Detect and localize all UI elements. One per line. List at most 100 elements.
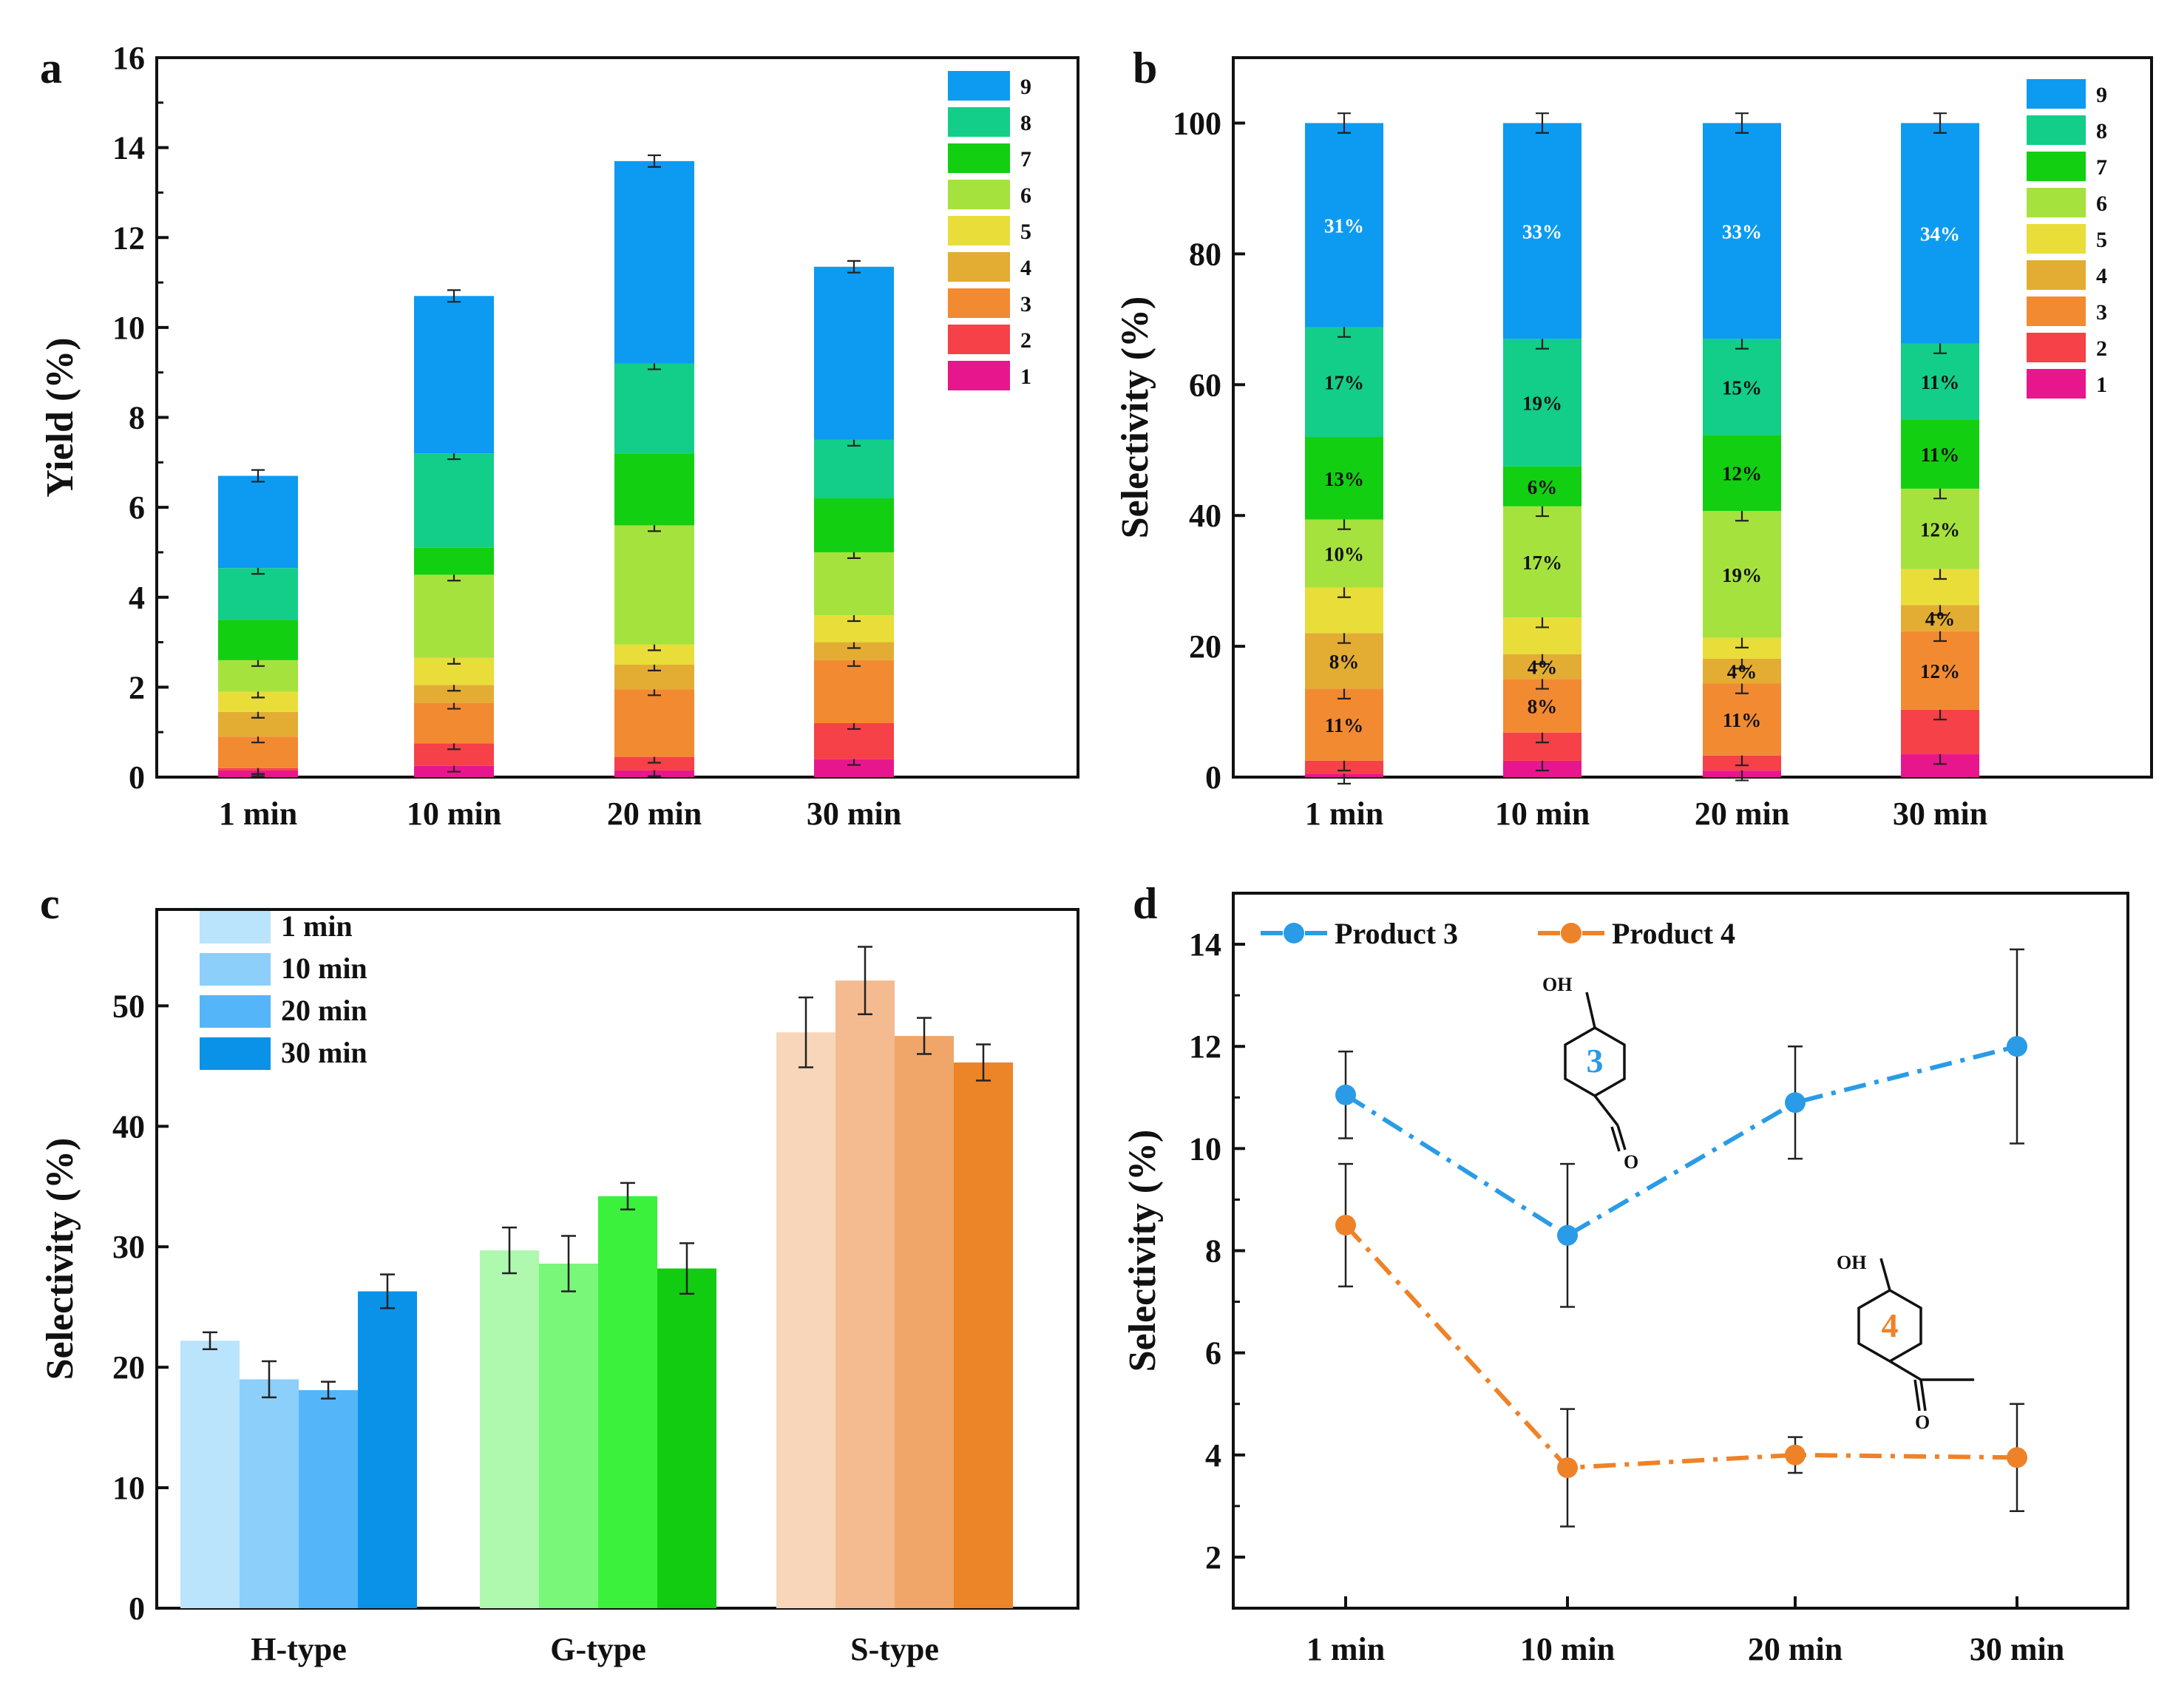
segment-pct-label: 34% xyxy=(1920,223,1960,245)
stack-segment-9 xyxy=(414,296,494,454)
legend-swatch-0 xyxy=(200,911,271,943)
stack-segment-7 xyxy=(218,620,298,660)
legend-swatch-2 xyxy=(948,325,1010,354)
segment-pct-label: 33% xyxy=(1522,220,1562,243)
x-tick-label: 1 min xyxy=(219,796,297,832)
legend-label-7: 7 xyxy=(2096,155,2107,180)
bar-h-type-1 xyxy=(240,1379,299,1608)
y-tick-label: 20 xyxy=(1189,628,1221,665)
legend-swatch-1 xyxy=(948,361,1010,390)
legend-label-1: 1 xyxy=(1020,365,1031,389)
legend-label-3: 3 xyxy=(2096,300,2107,325)
y-axis-title: Selectivity (%) xyxy=(39,1138,81,1380)
panel-b-stacked-selectivity-chart: 0 20 40 60 80 100 Selectivity (%) 1 min 11% 8% 10%… xyxy=(1114,56,2153,832)
error-bar xyxy=(858,946,872,1015)
x-tick-label: 1 min xyxy=(1305,796,1383,832)
stack-segment-2 xyxy=(614,756,694,770)
y-tick-label: 100 xyxy=(1173,105,1221,141)
stack-segment-7 xyxy=(414,547,494,575)
error-bar xyxy=(648,154,661,168)
stack-segment-8 xyxy=(414,453,494,548)
legend-label-7: 7 xyxy=(1020,147,1031,172)
bar-s-type-3 xyxy=(954,1062,1013,1608)
segment-pct-label: 8% xyxy=(1329,651,1360,673)
bar-h-type-3 xyxy=(358,1291,417,1608)
y-tick-label: 6 xyxy=(1205,1335,1221,1372)
segment-pct-label: 15% xyxy=(1722,376,1762,399)
stack-segment-7 xyxy=(1703,435,1781,511)
legend-label-6: 6 xyxy=(1020,183,1031,208)
bar-g-type-2 xyxy=(598,1196,657,1608)
legend-swatch-9 xyxy=(2027,79,2086,109)
y-tick-label: 4 xyxy=(1205,1437,1221,1474)
stack-segment-3 xyxy=(1703,683,1781,756)
x-tick-label: S-type xyxy=(850,1631,939,1667)
x-tick-label: G-type xyxy=(550,1631,646,1667)
x-tick-label: 30 min xyxy=(1893,796,1987,832)
y-tick-label: 0 xyxy=(1205,759,1221,796)
legend-swatch-7 xyxy=(948,143,1010,173)
y-tick-label: 6 xyxy=(129,489,145,526)
panel-d-line-selectivity-chart: 2 4 6 8 10 12 14 Selectivity (%) 1 min 10 min 20 m… xyxy=(1122,892,2129,1667)
y-tick-label: 12 xyxy=(112,220,145,256)
y-tick-label: 16 xyxy=(112,40,145,76)
error-bar xyxy=(847,260,861,274)
legend-label-2: 2 xyxy=(1020,328,1031,353)
stack-segment-3 xyxy=(414,702,494,744)
stack-segment-9 xyxy=(1305,123,1383,328)
bar-s-type-2 xyxy=(895,1036,954,1608)
error-bar xyxy=(502,1226,517,1275)
y-tick-label: 8 xyxy=(1205,1233,1221,1270)
stack-segment-7 xyxy=(614,453,694,526)
legend-swatch-4 xyxy=(948,252,1010,282)
segment-pct-label: 19% xyxy=(1722,564,1762,586)
segment-pct-label: 17% xyxy=(1522,552,1562,574)
x-tick-label: 10 min xyxy=(407,796,501,832)
error-bar xyxy=(1933,112,1947,134)
y-tick-label: 10 xyxy=(112,1470,145,1506)
legend-marker xyxy=(1561,923,1582,943)
y-tick-label: 4 xyxy=(129,580,145,616)
stack-segment-7 xyxy=(1503,466,1582,506)
segment-pct-label: 33% xyxy=(1722,220,1762,243)
stack-segment-9 xyxy=(218,475,298,569)
error-bar xyxy=(1338,112,1351,134)
y-tick-label: 20 xyxy=(112,1349,145,1386)
stack-segment-6 xyxy=(414,575,494,658)
stack-segment-3 xyxy=(1901,631,1979,710)
y-tick-label: 80 xyxy=(1189,236,1221,272)
segment-pct-label: 19% xyxy=(1522,393,1562,415)
error-bar xyxy=(679,1242,694,1295)
y-tick-label: 10 xyxy=(1189,1131,1221,1167)
error-bar xyxy=(447,289,461,303)
bar-g-type-1 xyxy=(539,1264,598,1608)
legend-label-5: 5 xyxy=(1020,220,1031,244)
panel-label-d: d xyxy=(1133,879,1157,928)
x-tick-label: 10 min xyxy=(1520,1631,1615,1667)
legend-label: 20 min xyxy=(281,994,367,1027)
error-bar xyxy=(321,1380,336,1400)
segment-pct-label: 31% xyxy=(1324,214,1364,237)
segment-pct-label: 10% xyxy=(1324,543,1364,565)
panel-label-c: c xyxy=(40,879,60,928)
series-line-product-4 xyxy=(1343,1223,2018,1471)
stack-segment-9 xyxy=(1901,123,1979,344)
series-line-product-3 xyxy=(1344,1044,2018,1238)
error-bar xyxy=(1735,112,1749,134)
x-tick-label: 30 min xyxy=(1970,1631,2064,1667)
legend-swatch-3 xyxy=(2027,296,2086,326)
y-axis-title: Selectivity (%) xyxy=(1122,1130,1164,1372)
y-tick-label: 60 xyxy=(1189,367,1221,403)
error-bar xyxy=(976,1043,991,1082)
legend-label: 1 min xyxy=(281,909,353,943)
y-tick-label: 40 xyxy=(112,1108,145,1145)
structure-product-3 xyxy=(1564,992,1627,1152)
segment-pct-label: 12% xyxy=(1722,463,1762,485)
x-tick-label: 20 min xyxy=(1748,1631,1843,1667)
bar-h-type-2 xyxy=(299,1390,358,1608)
error-bar xyxy=(203,1331,217,1350)
stack-segment-6 xyxy=(1703,510,1781,638)
legend-swatch-5 xyxy=(2027,224,2086,254)
segment-pct-label: 11% xyxy=(1921,444,1960,466)
